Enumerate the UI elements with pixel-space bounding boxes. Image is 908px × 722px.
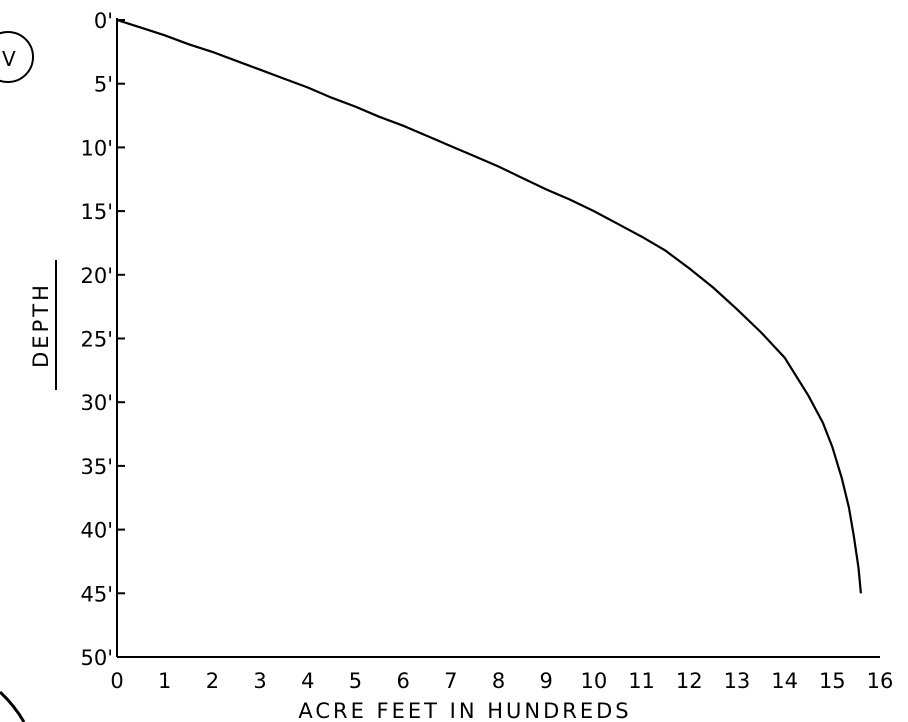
y-tick-label: 40' xyxy=(81,519,114,543)
x-tick-label: 3 xyxy=(253,669,266,693)
x-tick-label: 13 xyxy=(724,669,751,693)
x-tick-label: 16 xyxy=(867,669,894,693)
corner-mark-label: V xyxy=(2,47,16,71)
x-tick-label: 10 xyxy=(581,669,608,693)
y-tick-label: 10' xyxy=(81,136,114,160)
x-tick-label: 14 xyxy=(771,669,798,693)
x-tick-label: 8 xyxy=(492,669,505,693)
y-axis-title: DEPTH xyxy=(29,282,53,368)
y-tick-label: 5' xyxy=(94,73,113,97)
x-tick-label: 9 xyxy=(540,669,553,693)
x-tick-label: 2 xyxy=(206,669,219,693)
y-tick-label: 30' xyxy=(81,391,114,415)
x-tick-label: 6 xyxy=(396,669,409,693)
x-tick-label: 4 xyxy=(301,669,314,693)
corner-stroke xyxy=(0,690,26,722)
y-tick-label: 0' xyxy=(94,9,113,33)
x-tick-label: 1 xyxy=(158,669,171,693)
y-tick-label: 15' xyxy=(81,200,114,224)
x-axis-ticks: 0 1 2 3 4 5 6 7 8 9 10 11 12 13 14 15 16 xyxy=(110,669,893,693)
x-tick-label: 15 xyxy=(819,669,846,693)
y-tick-label: 45' xyxy=(81,582,114,606)
x-tick-label: 12 xyxy=(676,669,703,693)
y-axis-ticks: 0' 5' 10' 15' 20' 25' 30' 35' 40' 45' 50' xyxy=(81,9,125,670)
x-tick-label: 11 xyxy=(628,669,655,693)
y-tick-label: 25' xyxy=(81,328,114,352)
corner-circle-mark: V xyxy=(0,31,34,83)
x-tick-label: 5 xyxy=(349,669,362,693)
x-tick-label: 7 xyxy=(444,669,457,693)
y-tick-label: 20' xyxy=(81,264,114,288)
y-tick-label: 35' xyxy=(81,455,114,479)
x-tick-label: 0 xyxy=(110,669,123,693)
x-axis-title: ACRE FEET IN HUNDREDS xyxy=(298,699,631,722)
y-tick-label: 50' xyxy=(81,646,114,670)
depth-curve xyxy=(116,18,862,594)
y-axis-title-group: DEPTH xyxy=(29,260,57,390)
